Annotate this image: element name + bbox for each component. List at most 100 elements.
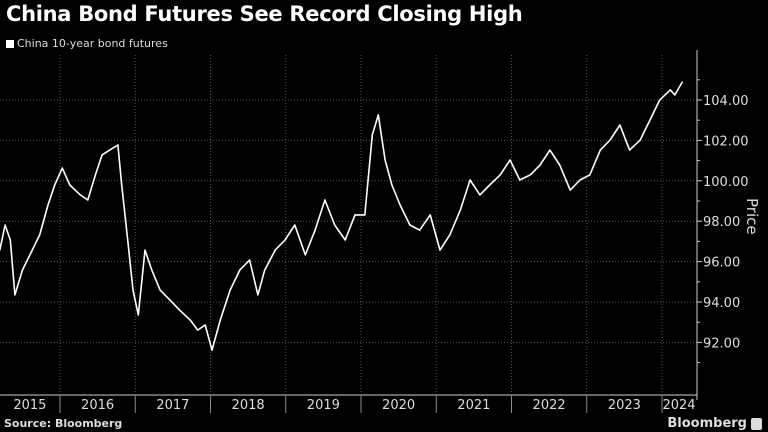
data-point <box>132 289 134 291</box>
data-point <box>629 149 631 151</box>
data-point <box>364 214 366 216</box>
data-point <box>29 254 31 256</box>
y-tick-label: 96.00 <box>703 256 740 271</box>
data-point <box>354 214 356 216</box>
data-point <box>117 144 119 146</box>
legend-label: China 10-year bond futures <box>17 37 168 50</box>
data-point <box>144 249 146 251</box>
data-point <box>659 99 661 101</box>
x-tick-label: 2019 <box>307 398 340 413</box>
data-point <box>204 324 206 326</box>
data-point <box>14 294 16 296</box>
data-point <box>109 149 111 151</box>
data-point <box>559 164 561 166</box>
data-point <box>159 289 161 291</box>
data-point <box>121 184 123 186</box>
data-point <box>409 224 411 226</box>
data-point <box>314 229 316 231</box>
data-point <box>39 234 41 236</box>
data-point <box>169 299 171 301</box>
data-point <box>509 159 511 161</box>
data-point <box>179 309 181 311</box>
data-point <box>459 209 461 211</box>
data-point <box>249 259 251 261</box>
data-point <box>324 199 326 201</box>
x-tick-label: 2018 <box>232 398 265 413</box>
data-point <box>449 234 451 236</box>
data-point <box>101 154 103 156</box>
y-tick-label: 94.00 <box>703 296 740 311</box>
data-point <box>127 239 129 241</box>
data-point <box>649 119 651 121</box>
data-point <box>419 229 421 231</box>
x-tick-label: 2024 <box>662 398 695 413</box>
legend: China 10-year bond futures <box>6 37 168 50</box>
data-point <box>197 329 199 331</box>
x-tick-label: 2021 <box>457 398 490 413</box>
data-point <box>674 94 676 96</box>
data-point <box>334 224 336 226</box>
data-point <box>189 319 191 321</box>
data-point <box>151 269 153 271</box>
y-tick-label: 102.00 <box>703 134 749 149</box>
data-point <box>499 174 501 176</box>
data-point <box>344 239 346 241</box>
data-point <box>599 149 601 151</box>
data-point <box>619 124 621 126</box>
data-point <box>609 139 611 141</box>
data-point <box>479 194 481 196</box>
data-point <box>87 199 89 201</box>
series-line <box>0 81 683 351</box>
data-point <box>439 249 441 251</box>
data-point <box>371 134 373 136</box>
legend-swatch <box>6 39 14 48</box>
x-tick-label: 2023 <box>608 398 641 413</box>
data-point <box>9 239 11 241</box>
data-point <box>681 81 683 83</box>
data-point <box>589 174 591 176</box>
data-point <box>429 214 431 216</box>
y-tick-label: 104.00 <box>703 94 749 109</box>
data-point <box>391 184 393 186</box>
bloomberg-logo: Bloomberg <box>667 416 762 431</box>
x-tick-label: 2020 <box>382 398 415 413</box>
data-point <box>294 224 296 226</box>
x-tick-label: 2016 <box>81 398 114 413</box>
data-point <box>639 139 641 141</box>
x-tick-label: 2017 <box>156 398 189 413</box>
data-point <box>384 159 386 161</box>
data-point <box>47 204 49 206</box>
data-point <box>69 184 71 186</box>
data-point <box>519 179 521 181</box>
x-tick-label: 2015 <box>13 398 46 413</box>
data-point <box>579 179 581 181</box>
data-point <box>399 204 401 206</box>
data-point <box>304 254 306 256</box>
data-point <box>4 224 6 226</box>
data-point <box>469 179 471 181</box>
data-point <box>539 164 541 166</box>
brand-name: Bloomberg <box>667 416 747 431</box>
data-point <box>137 314 139 316</box>
data-point <box>669 89 671 91</box>
data-point <box>284 239 286 241</box>
y-axis-label: Price <box>743 198 761 235</box>
data-point <box>229 289 231 291</box>
data-point <box>79 194 81 196</box>
chart-title: China Bond Futures See Record Closing Hi… <box>6 2 523 26</box>
data-point <box>61 167 63 169</box>
data-point <box>21 269 23 271</box>
data-point <box>377 114 379 116</box>
y-tick-label: 98.00 <box>703 215 740 230</box>
data-point <box>219 319 221 321</box>
data-point <box>549 149 551 151</box>
data-point <box>274 249 276 251</box>
data-point <box>257 294 259 296</box>
bloomberg-icon <box>751 417 762 430</box>
data-point <box>489 184 491 186</box>
data-point <box>529 174 531 176</box>
data-point <box>264 269 266 271</box>
y-tick-label: 100.00 <box>703 175 749 190</box>
data-point <box>211 349 213 351</box>
